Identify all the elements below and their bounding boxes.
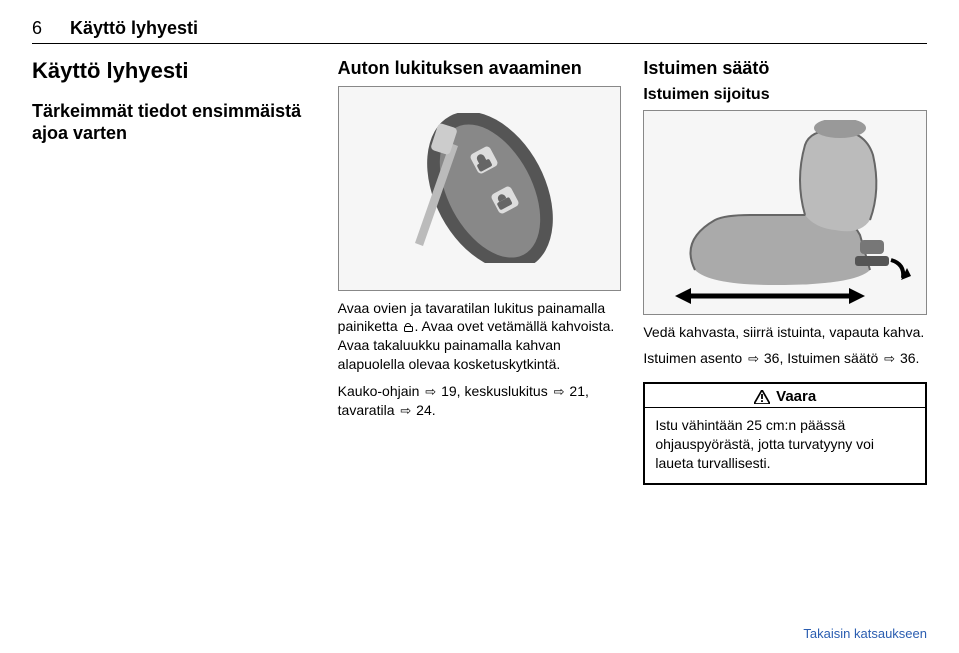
text-segment: . <box>432 402 436 418</box>
page-number: 6 <box>32 18 42 39</box>
page-ref: 21 <box>569 383 585 399</box>
section-heading: Käyttö lyhyesti <box>32 58 316 83</box>
seat-illustration <box>655 120 915 305</box>
section-subheading: Tärkeimmät tiedot ensimmäistä ajoa varte… <box>32 101 316 144</box>
text-segment: , Istuimen säätö <box>779 350 882 366</box>
column-1: Käyttö lyhyesti Tärkeimmät tiedot ensimm… <box>32 58 316 485</box>
text-segment: Istuimen asento <box>643 350 746 366</box>
warning-icon <box>754 390 770 404</box>
danger-title-row: Vaara <box>645 384 925 408</box>
seat-paragraph-1: Vedä kahvasta, siirrä istuinta, vapauta … <box>643 323 927 342</box>
seat-paragraph-2: Istuimen asento 36, Istuimen säätö 36. <box>643 349 927 368</box>
column-2: Auton lukituksen avaaminen Avaa ovien ja… <box>338 58 622 485</box>
page-ref-icon <box>746 350 760 366</box>
page-ref-icon <box>882 350 896 366</box>
figure-seat-adjust <box>643 110 927 315</box>
text-segment: , keskuslukitus <box>457 383 552 399</box>
key-remote-illustration <box>380 113 580 263</box>
page-ref: 19 <box>441 383 457 399</box>
page-ref-icon <box>398 402 412 418</box>
page-title: Käyttö lyhyesti <box>70 18 198 39</box>
figure-key-remote <box>338 86 622 291</box>
section-heading-seat: Istuimen säätö <box>643 58 927 80</box>
page-ref-icon <box>552 383 566 399</box>
page-ref: 24 <box>416 402 432 418</box>
danger-body-text: Istu vähintään 25 cm:n päässä ohjauspyör… <box>645 408 925 483</box>
danger-title-text: Vaara <box>776 388 816 405</box>
page-ref-icon <box>423 383 437 399</box>
unlock-paragraph-2: Kauko-ohjain 19, keskuslukitus 21, tavar… <box>338 382 622 420</box>
column-3: Istuimen säätö Istuimen sijoitus <box>643 58 927 485</box>
back-to-overview-link[interactable]: Takaisin katsaukseen <box>803 626 927 641</box>
text-segment: . <box>916 350 920 366</box>
section-subheading-seat: Istuimen sijoitus <box>643 86 927 104</box>
page-ref: 36 <box>900 350 916 366</box>
page-ref: 36 <box>764 350 780 366</box>
section-heading-unlock: Auton lukituksen avaaminen <box>338 58 622 80</box>
danger-callout: Vaara Istu vähintään 25 cm:n päässä ohja… <box>643 382 927 485</box>
page-header: 6 Käyttö lyhyesti <box>32 18 927 44</box>
unlock-paragraph-1: Avaa ovien ja tavaratilan lukitus painam… <box>338 299 622 375</box>
text-segment: Kauko-ohjain <box>338 383 424 399</box>
unlock-button-icon <box>402 320 415 333</box>
